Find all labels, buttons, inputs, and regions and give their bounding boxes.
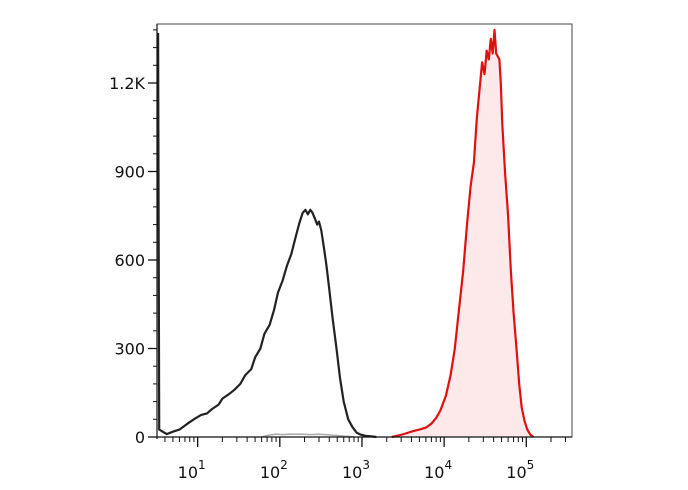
x-tick-label-0: 101 <box>178 458 206 482</box>
y-tick-label-3: 900 <box>114 163 145 182</box>
y-tick-label-1: 300 <box>114 340 145 359</box>
series-2-line <box>391 28 535 439</box>
y-tick-label-2: 600 <box>114 251 145 270</box>
series-2-area <box>391 29 534 438</box>
x-tick-label-2: 103 <box>342 458 370 482</box>
x-tick-label-1: 102 <box>260 458 288 482</box>
x-tick-label-3: 104 <box>424 458 452 482</box>
series-0-line <box>157 32 377 439</box>
y-tick-label-4: 1.2K <box>109 74 145 93</box>
series-1-line <box>261 433 355 438</box>
y-tick-label-0: 0 <box>135 428 145 447</box>
x-tick-label-4: 105 <box>506 458 534 482</box>
